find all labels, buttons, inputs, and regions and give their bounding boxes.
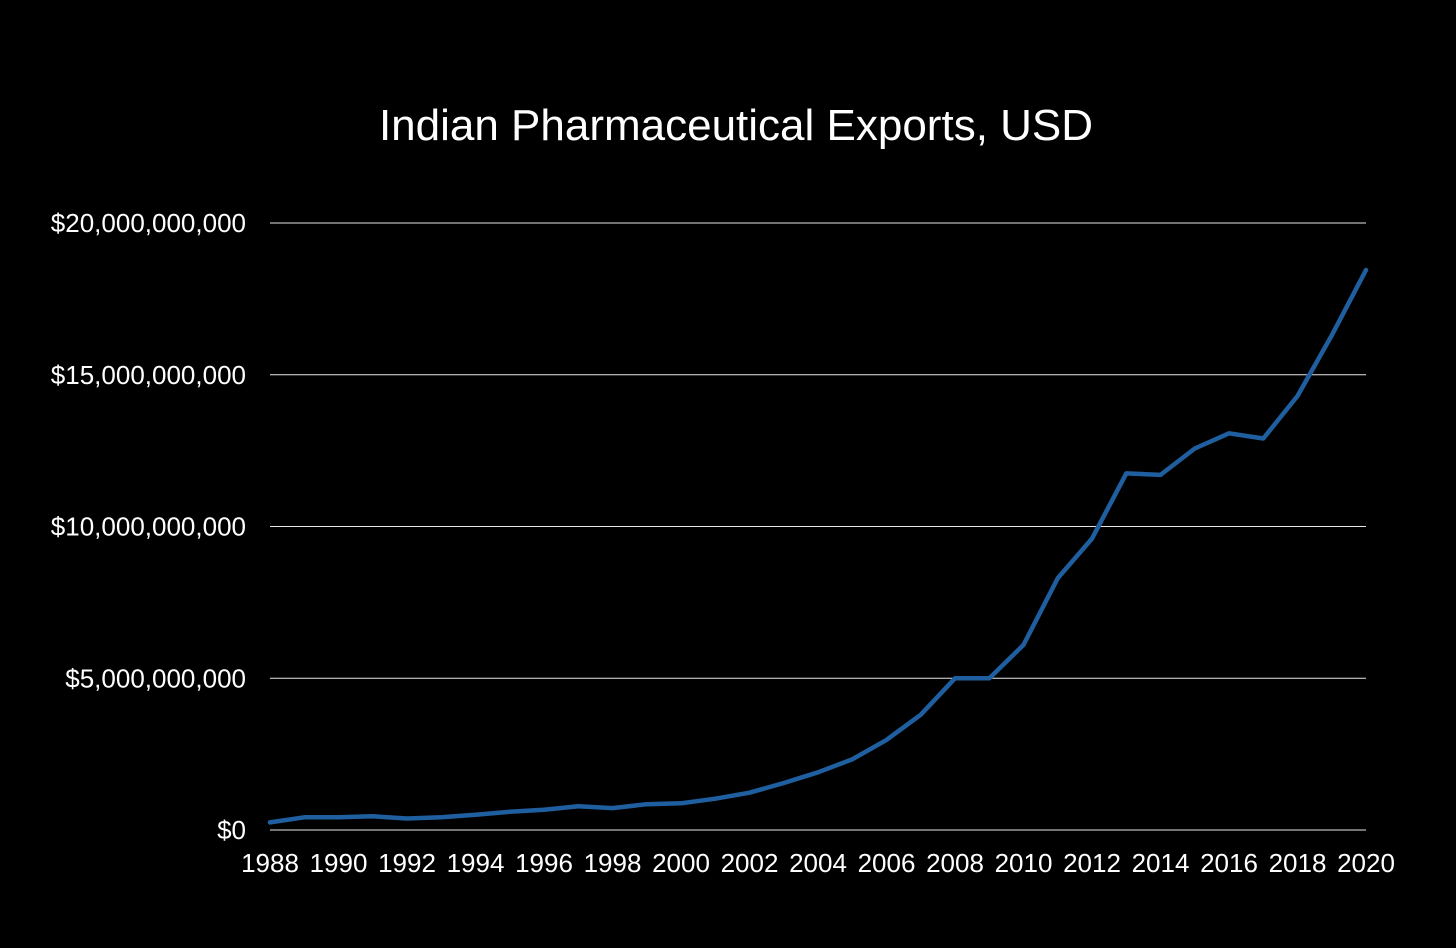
x-tick-label: 2006	[858, 848, 916, 878]
x-tick-label: 2010	[995, 848, 1053, 878]
x-tick-label: 2014	[1132, 848, 1190, 878]
gridlines	[270, 222, 1366, 831]
y-axis-ticks: $0 $5,000,000,000 $10,000,000,000 $15,000,0…	[51, 208, 246, 845]
chart-title: Indian Pharmaceutical Exports, USD	[379, 101, 1093, 150]
x-axis-ticks: 1988 1990 1992 1994 1996 1998 2000 2002 2004 2006…	[241, 848, 1395, 878]
x-tick-label: 1996	[515, 848, 573, 878]
x-tick-label: 2000	[652, 848, 710, 878]
x-tick-label: 2008	[926, 848, 984, 878]
y-tick-label: $15,000,000,000	[51, 360, 246, 390]
x-tick-label: 2016	[1200, 848, 1258, 878]
x-tick-label: 1992	[378, 848, 436, 878]
x-tick-label: 1990	[310, 848, 368, 878]
y-tick-label: $10,000,000,000	[51, 512, 246, 542]
y-tick-label: $5,000,000,000	[65, 663, 246, 693]
x-tick-label: 2004	[789, 848, 847, 878]
x-tick-label: 1988	[241, 848, 299, 878]
y-tick-label: $0	[217, 815, 246, 845]
x-tick-label: 2020	[1337, 848, 1395, 878]
series-line	[267, 267, 1369, 825]
x-tick-label: 1998	[584, 848, 642, 878]
x-tick-label: 1994	[447, 848, 505, 878]
y-tick-label: $20,000,000,000	[51, 208, 246, 238]
x-tick-label: 2012	[1063, 848, 1121, 878]
x-tick-label: 2018	[1269, 848, 1327, 878]
x-tick-label: 2002	[721, 848, 779, 878]
series-layer	[267, 267, 1369, 825]
